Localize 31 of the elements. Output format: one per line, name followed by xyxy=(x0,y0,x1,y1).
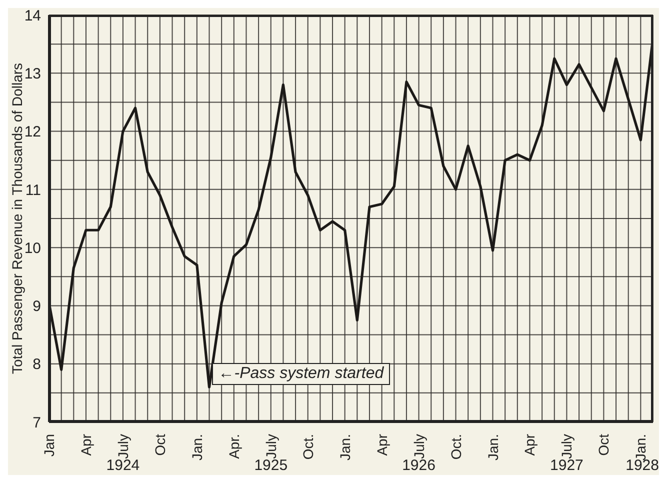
x-tick-label: Oct xyxy=(596,434,612,456)
x-tick-label: Apr xyxy=(374,434,390,456)
x-tick-label: Oct. xyxy=(300,434,316,460)
y-tick-label: 8 xyxy=(32,356,41,374)
x-tick-label: July xyxy=(558,434,575,459)
x-tick-label: Apr. xyxy=(226,434,242,459)
text: 1927 xyxy=(549,457,584,474)
x-tick-label: Apr xyxy=(78,434,94,456)
x-tick-label: Jan. xyxy=(484,434,501,460)
y-axis-title: Total Passenger Revenue in Thousands of Dollars xyxy=(8,62,25,374)
x-tick-label: Jan. xyxy=(336,434,353,460)
text: 1925 xyxy=(253,457,289,474)
x-tick-label: July xyxy=(114,434,131,459)
x-tick-label: Apr xyxy=(522,434,538,456)
annotation: ←-Pass system started xyxy=(212,363,390,386)
text: 1926 xyxy=(401,457,436,474)
x-tick-label: Oct. xyxy=(448,434,464,460)
y-tick-label: 10 xyxy=(24,240,41,257)
x-tick-label: Oct xyxy=(152,434,168,456)
text: 1924 xyxy=(105,457,141,474)
x-tick-label: July xyxy=(262,434,279,459)
x-tick-label: July xyxy=(410,434,427,459)
x-tick-label: Jan. xyxy=(188,434,205,460)
y-tick-label: 14 xyxy=(24,7,41,24)
y-tick-label: 9 xyxy=(32,298,41,316)
y-tick-label: 12 xyxy=(24,124,41,141)
y-tick-label: 11 xyxy=(25,182,41,199)
y-tick-label: 7 xyxy=(32,414,41,432)
x-tick-label: Jan. xyxy=(632,434,649,460)
x-tick-label: Jan xyxy=(41,434,57,457)
y-tick-label: 13 xyxy=(24,65,41,82)
